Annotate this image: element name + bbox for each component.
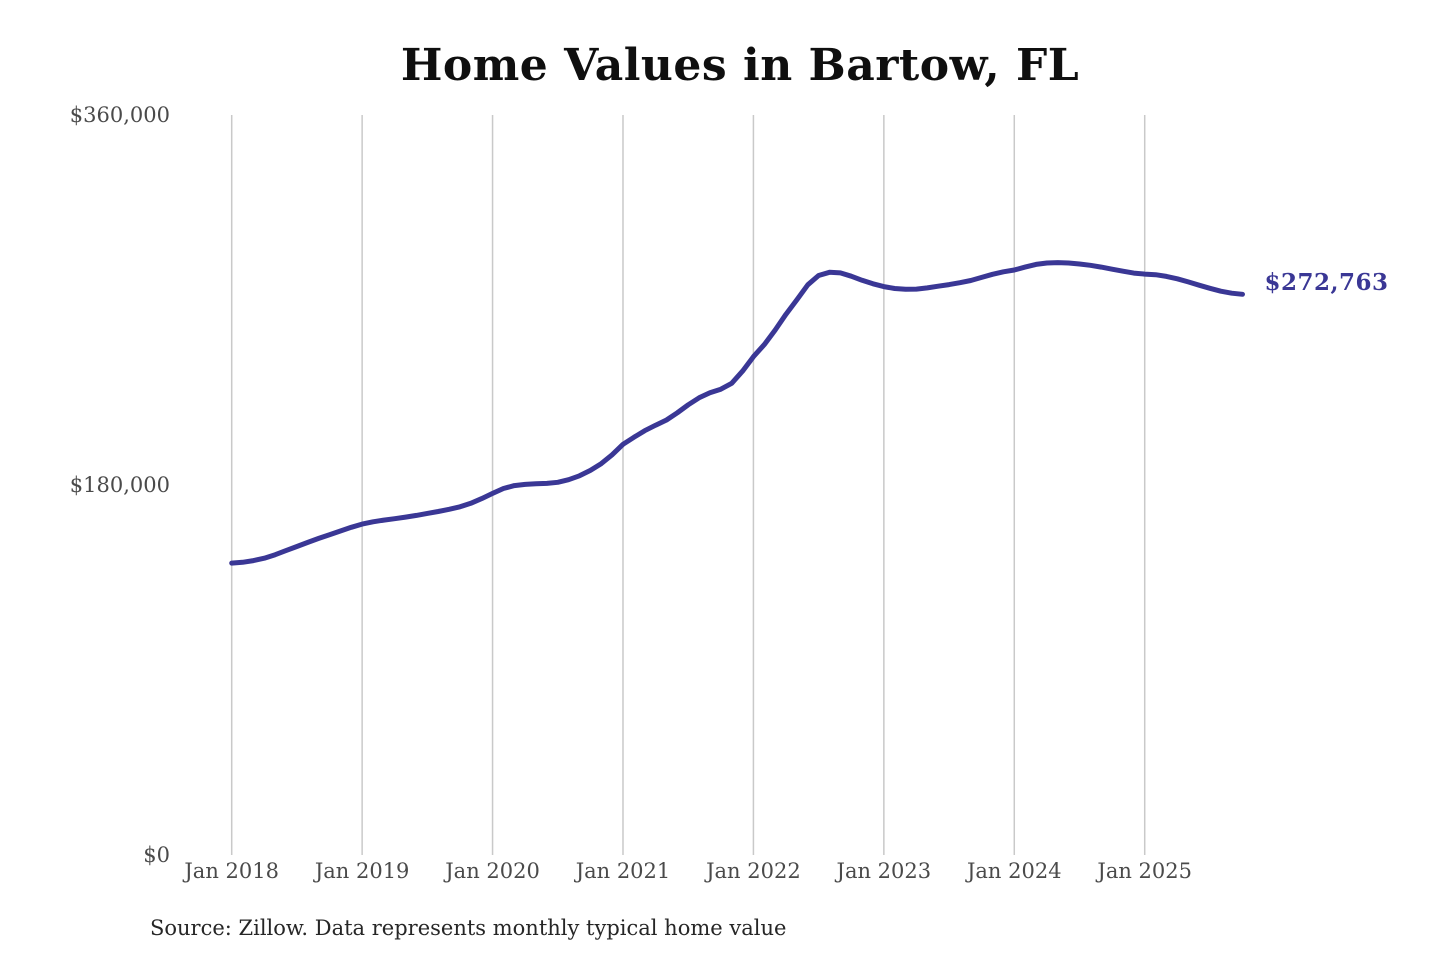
source-note: Source: Zillow. Data represents monthly … — [150, 916, 787, 940]
x-axis-tick-label-jan-2025: Jan 2025 — [1097, 859, 1192, 883]
x-axis-tick-label-jan-2021: Jan 2021 — [575, 859, 671, 883]
x-axis-tick-label-jan-2018: Jan 2018 — [184, 859, 279, 883]
y-axis-tick-label-180000: $180,000 — [69, 473, 170, 497]
y-axis-tick-label-0: $0 — [143, 843, 170, 867]
x-axis-tick-label-jan-2019: Jan 2019 — [314, 859, 410, 883]
y-axis-tick-label-360000: $360,000 — [69, 103, 170, 127]
chart-title: Home Values in Bartow, FL — [400, 40, 1080, 91]
x-gridlines — [230, 115, 1146, 855]
x-axis-tick-label-jan-2024: Jan 2024 — [966, 859, 1062, 883]
current-value-label: $272,763 — [1264, 269, 1389, 297]
x-axis-tick-label-jan-2023: Jan 2023 — [836, 859, 932, 883]
x-axis-tick-label-jan-2020: Jan 2020 — [445, 859, 540, 883]
home-value-line — [229, 260, 1245, 566]
x-axis-tick-label-jan-2022: Jan 2022 — [706, 859, 801, 883]
